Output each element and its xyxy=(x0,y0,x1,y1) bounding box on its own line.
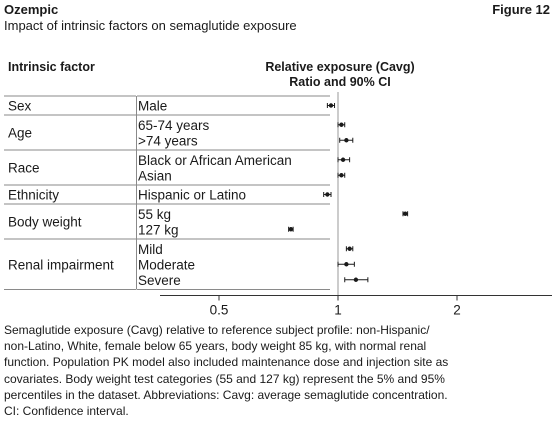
subgroup-label: Hispanic or Latino xyxy=(138,188,246,203)
point-estimate xyxy=(325,192,330,197)
point-estimate xyxy=(340,157,346,162)
subgroup-label: Moderate xyxy=(138,257,195,272)
metric-header-line1: Relative exposure (Cavg) xyxy=(265,60,415,74)
x-tick-label: 1 xyxy=(334,303,342,318)
subgroup-label: Black or African American xyxy=(138,153,292,168)
factor-group-label: Age xyxy=(8,126,32,141)
factor-group-label: Race xyxy=(8,161,40,176)
point-estimate xyxy=(288,227,294,232)
subgroup-label: Asian xyxy=(138,168,172,183)
factor-group-label: Body weight xyxy=(8,215,82,230)
point-estimate xyxy=(344,262,349,267)
footnote-line: Semaglutide exposure (Cavg) relative to … xyxy=(4,323,430,337)
brand-name: Ozempic xyxy=(4,2,59,17)
point-estimate xyxy=(403,211,408,216)
factor-column-header: Intrinsic factor xyxy=(8,60,95,74)
metric-header-line2: Ratio and 90% CI xyxy=(289,75,391,89)
point-estimate xyxy=(328,103,334,108)
x-tick-label: 2 xyxy=(453,303,461,318)
footnote: Semaglutide exposure (Cavg) relative to … xyxy=(4,322,552,419)
subgroup-label: 65-74 years xyxy=(138,118,210,133)
footnote-line: covariates. Body weight test categories … xyxy=(4,371,445,386)
subgroup-label: >74 years xyxy=(138,133,198,148)
metric-column-header: Relative exposure (Cavg) Ratio and 90% C… xyxy=(240,60,440,90)
forest-plot: Sex Male Age 65-74 years>74 years Race Black … xyxy=(4,92,552,318)
factor-group-label: Renal impairment xyxy=(8,257,114,272)
factor-group-label: Ethnicity xyxy=(8,188,59,203)
footnote-line: non-Latino, White, female below 65 years… xyxy=(4,339,427,354)
subgroup-label: Severe xyxy=(138,273,181,288)
point-estimate xyxy=(339,173,344,178)
factor-group-label: Sex xyxy=(8,99,32,114)
footnote-line: CI: Confidence interval. xyxy=(4,404,129,419)
subgroup-label: Male xyxy=(138,99,167,114)
x-tick-label: 0.5 xyxy=(210,303,229,318)
footnote-line: function. Population PK model also inclu… xyxy=(4,355,449,370)
point-estimate xyxy=(344,138,349,143)
subgroup-label: 127 kg xyxy=(138,222,179,237)
point-estimate xyxy=(339,122,344,127)
point-estimate xyxy=(347,246,352,251)
chart-subtitle: Impact of intrinsic factors on semagluti… xyxy=(4,18,297,33)
figure-label: Figure 12 xyxy=(492,2,550,17)
subgroup-label: Mild xyxy=(138,242,163,257)
footnote-line: percentiles in the dataset. Abbreviation… xyxy=(4,387,448,402)
point-estimate xyxy=(353,277,359,282)
subgroup-label: 55 kg xyxy=(138,207,171,222)
